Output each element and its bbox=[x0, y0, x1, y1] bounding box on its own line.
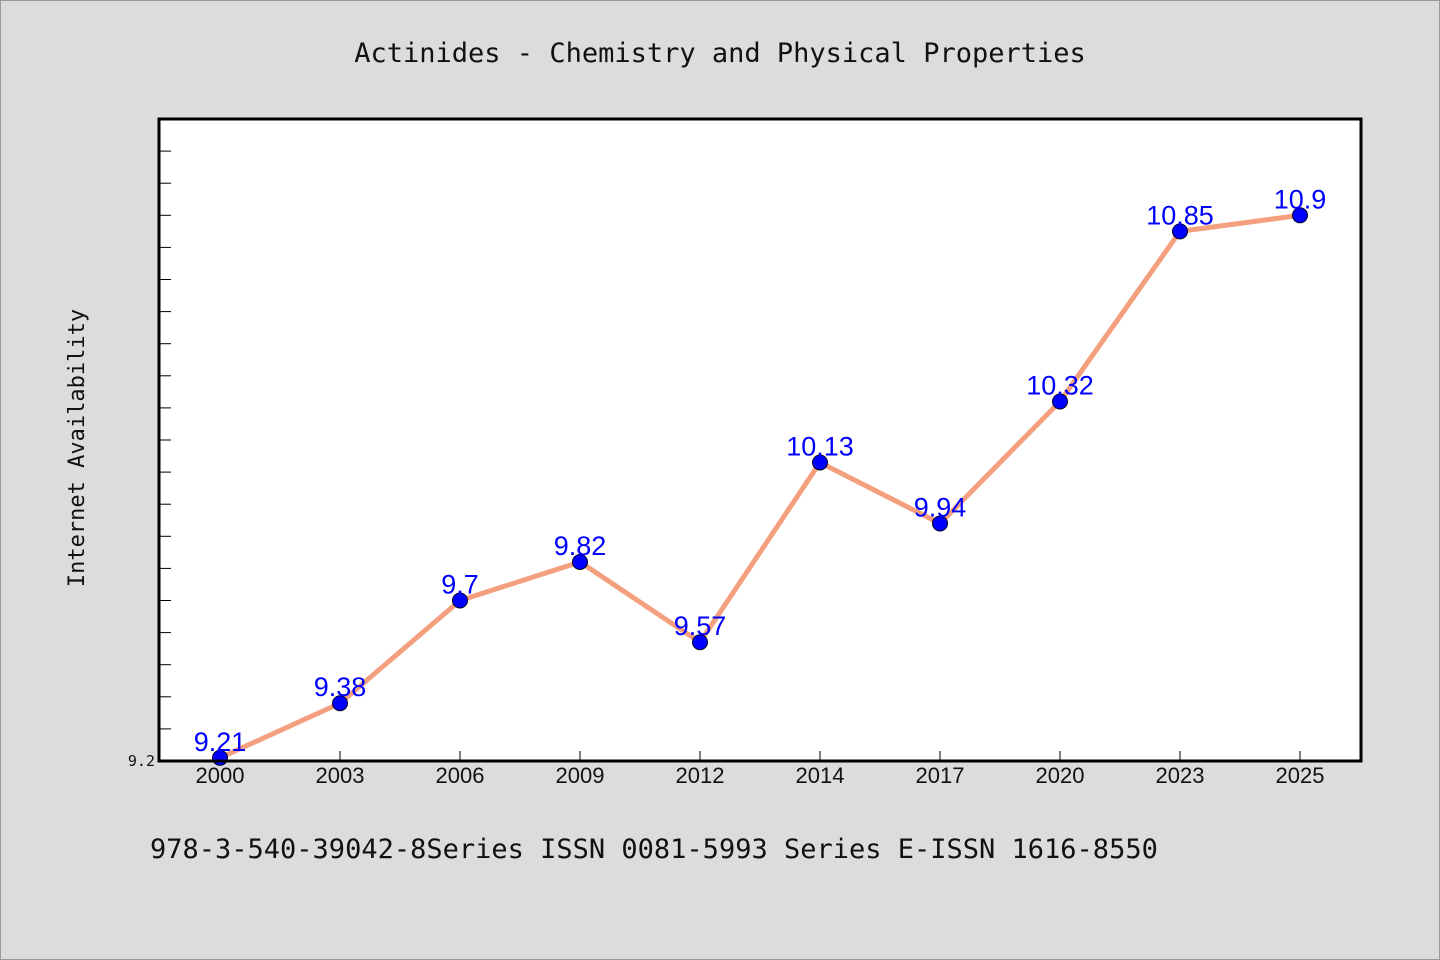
y-axis-ticks bbox=[159, 150, 1301, 761]
plot-area bbox=[159, 119, 1361, 761]
footer-text: 978-3-540-39042-8Series ISSN 0081-5993 S… bbox=[150, 834, 1158, 865]
x-tick-label: 2023 bbox=[1156, 763, 1205, 788]
x-tick-label: 2020 bbox=[1036, 763, 1085, 788]
data-label: 10.13 bbox=[786, 431, 854, 461]
x-tick-label: 2025 bbox=[1276, 763, 1325, 788]
data-point bbox=[1172, 223, 1188, 240]
data-label: 10.9 bbox=[1274, 184, 1327, 214]
data-point bbox=[812, 454, 828, 471]
x-axis-tick-labels: 2000 2003 2006 2009 2012 2014 2017 2020 2023 2025 bbox=[196, 763, 1325, 788]
plot-border bbox=[157, 117, 1363, 763]
series-line bbox=[217, 212, 1303, 761]
data-label: 9.57 bbox=[674, 611, 727, 641]
chart-title: Actinides - Chemistry and Physical Prope… bbox=[354, 38, 1086, 69]
x-tick-label: 2014 bbox=[796, 763, 845, 788]
data-labels: 9.21 9.38 9.7 9.82 9.57 10.13 9.94 10.32 10.85 10… bbox=[194, 184, 1327, 756]
data-label: 10.32 bbox=[1026, 370, 1094, 400]
data-points bbox=[212, 207, 1308, 766]
data-point bbox=[452, 592, 468, 609]
data-point bbox=[1052, 393, 1068, 410]
data-point bbox=[332, 695, 348, 712]
y-axis-tick-labels: 9.2 bbox=[128, 752, 155, 770]
data-point bbox=[572, 553, 588, 570]
x-tick-label: 2000 bbox=[196, 763, 245, 788]
x-tick-label: 2012 bbox=[676, 763, 725, 788]
x-tick-label: 2017 bbox=[916, 763, 965, 788]
x-tick-label: 2006 bbox=[436, 763, 485, 788]
y-tick-label: 9.2 bbox=[128, 752, 155, 770]
data-label: 9.94 bbox=[914, 492, 967, 522]
data-point bbox=[1292, 207, 1308, 224]
data-label: 9.82 bbox=[554, 531, 607, 561]
x-tick-label: 2003 bbox=[316, 763, 365, 788]
data-label: 9.21 bbox=[194, 727, 247, 757]
x-tick-label: 2009 bbox=[556, 763, 605, 788]
data-label: 9.38 bbox=[314, 672, 367, 702]
data-point bbox=[692, 634, 708, 651]
data-point bbox=[932, 515, 948, 532]
data-label: 9.7 bbox=[441, 570, 479, 600]
y-axis-label: Internet Availability bbox=[65, 309, 90, 587]
data-label: 10.85 bbox=[1146, 200, 1214, 230]
